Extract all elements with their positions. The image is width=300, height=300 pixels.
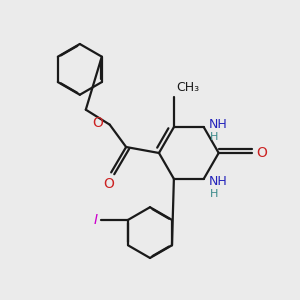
Text: CH₃: CH₃ — [176, 81, 200, 94]
Text: I: I — [93, 213, 98, 227]
Text: NH: NH — [209, 118, 228, 131]
Text: O: O — [256, 146, 267, 160]
Text: NH: NH — [209, 175, 228, 188]
Text: O: O — [92, 116, 103, 130]
Text: O: O — [103, 177, 114, 191]
Text: H: H — [210, 189, 219, 199]
Text: H: H — [210, 132, 219, 142]
